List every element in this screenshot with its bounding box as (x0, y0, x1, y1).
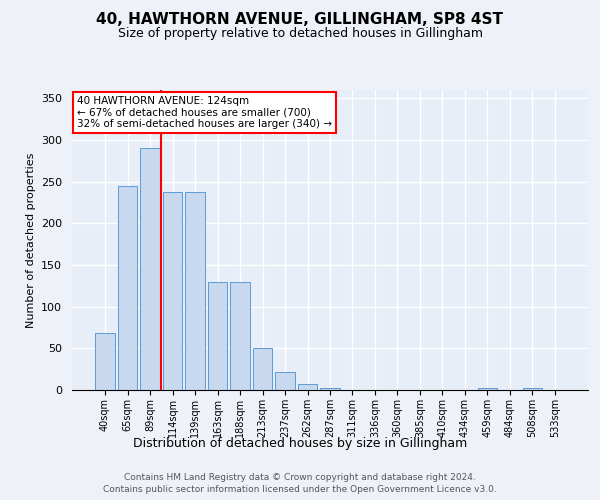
Text: Size of property relative to detached houses in Gillingham: Size of property relative to detached ho… (118, 28, 482, 40)
Bar (163, 192, 182, 390)
Y-axis label: Number of detached properties: Number of detached properties (26, 152, 35, 328)
Bar (275, 372, 295, 390)
Bar (253, 348, 272, 390)
Bar (185, 192, 205, 390)
Bar (140, 148, 160, 390)
Bar (230, 282, 250, 390)
Bar (298, 384, 317, 390)
Text: 40, HAWTHORN AVENUE, GILLINGHAM, SP8 4ST: 40, HAWTHORN AVENUE, GILLINGHAM, SP8 4ST (97, 12, 503, 28)
Text: Distribution of detached houses by size in Gillingham: Distribution of detached houses by size … (133, 438, 467, 450)
Bar (208, 282, 227, 390)
Bar (523, 388, 542, 390)
Bar (118, 186, 137, 390)
Text: Contains HM Land Registry data © Crown copyright and database right 2024.: Contains HM Land Registry data © Crown c… (124, 472, 476, 482)
Text: Contains public sector information licensed under the Open Government Licence v3: Contains public sector information licen… (103, 485, 497, 494)
Text: 40 HAWTHORN AVENUE: 124sqm
← 67% of detached houses are smaller (700)
32% of sem: 40 HAWTHORN AVENUE: 124sqm ← 67% of deta… (77, 96, 332, 129)
Bar (320, 388, 340, 390)
Bar (95, 334, 115, 390)
Bar (478, 388, 497, 390)
